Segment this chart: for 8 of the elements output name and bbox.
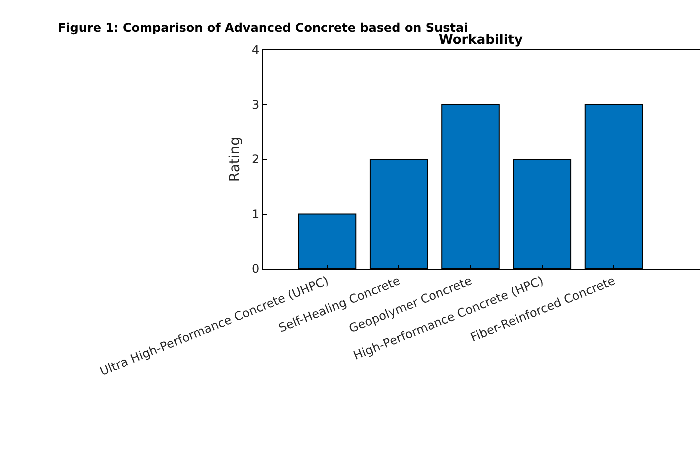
y-tick-label: 1 bbox=[252, 207, 260, 222]
chart-title: Figure 1: Comparison of Advanced Concrete based on Sustai bbox=[58, 21, 468, 35]
y-tick-label: 3 bbox=[252, 98, 260, 112]
y-tick-label: 0 bbox=[252, 262, 260, 276]
chart-subtitle: Workability bbox=[439, 33, 524, 48]
y-tick-label: 2 bbox=[252, 152, 260, 167]
y-axis-title: Rating bbox=[228, 136, 244, 182]
y-tick-label: 4 bbox=[252, 43, 260, 58]
